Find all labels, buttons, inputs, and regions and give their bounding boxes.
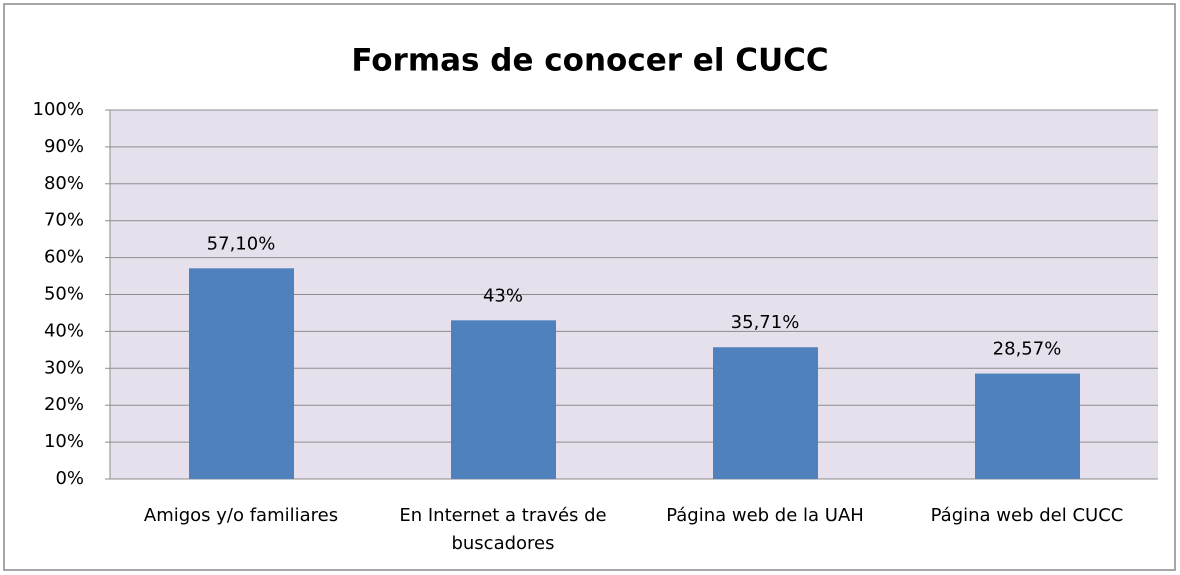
y-tick-label: 100% xyxy=(33,99,84,120)
value-label: 35,71% xyxy=(731,312,800,333)
bar xyxy=(713,347,818,479)
chart-title: Formas de conocer el CUCC xyxy=(351,43,828,79)
y-tick-label: 40% xyxy=(44,320,84,341)
y-tick-label: 50% xyxy=(44,284,84,305)
y-tick-label: 20% xyxy=(44,394,84,415)
y-tick-label: 30% xyxy=(44,357,84,378)
value-label: 57,10% xyxy=(207,233,276,254)
y-tick-label: 0% xyxy=(55,468,84,489)
y-tick-label: 80% xyxy=(44,173,84,194)
y-tick-label: 70% xyxy=(44,210,84,231)
y-tick-label: 10% xyxy=(44,431,84,452)
x-tick-label: Página web del CUCC xyxy=(930,505,1124,526)
x-tick-label: En Internet a través de buscadores xyxy=(399,505,607,554)
value-label: 28,57% xyxy=(993,339,1062,360)
bar xyxy=(451,320,556,479)
x-tick-label: Página web de la UAH xyxy=(666,505,864,526)
bar xyxy=(975,373,1080,479)
y-tick-label: 60% xyxy=(44,247,84,268)
bar xyxy=(189,268,294,479)
value-label: 43% xyxy=(483,285,523,306)
x-tick-label: Amigos y/o familiares xyxy=(143,505,339,526)
y-tick-label: 90% xyxy=(44,136,84,157)
